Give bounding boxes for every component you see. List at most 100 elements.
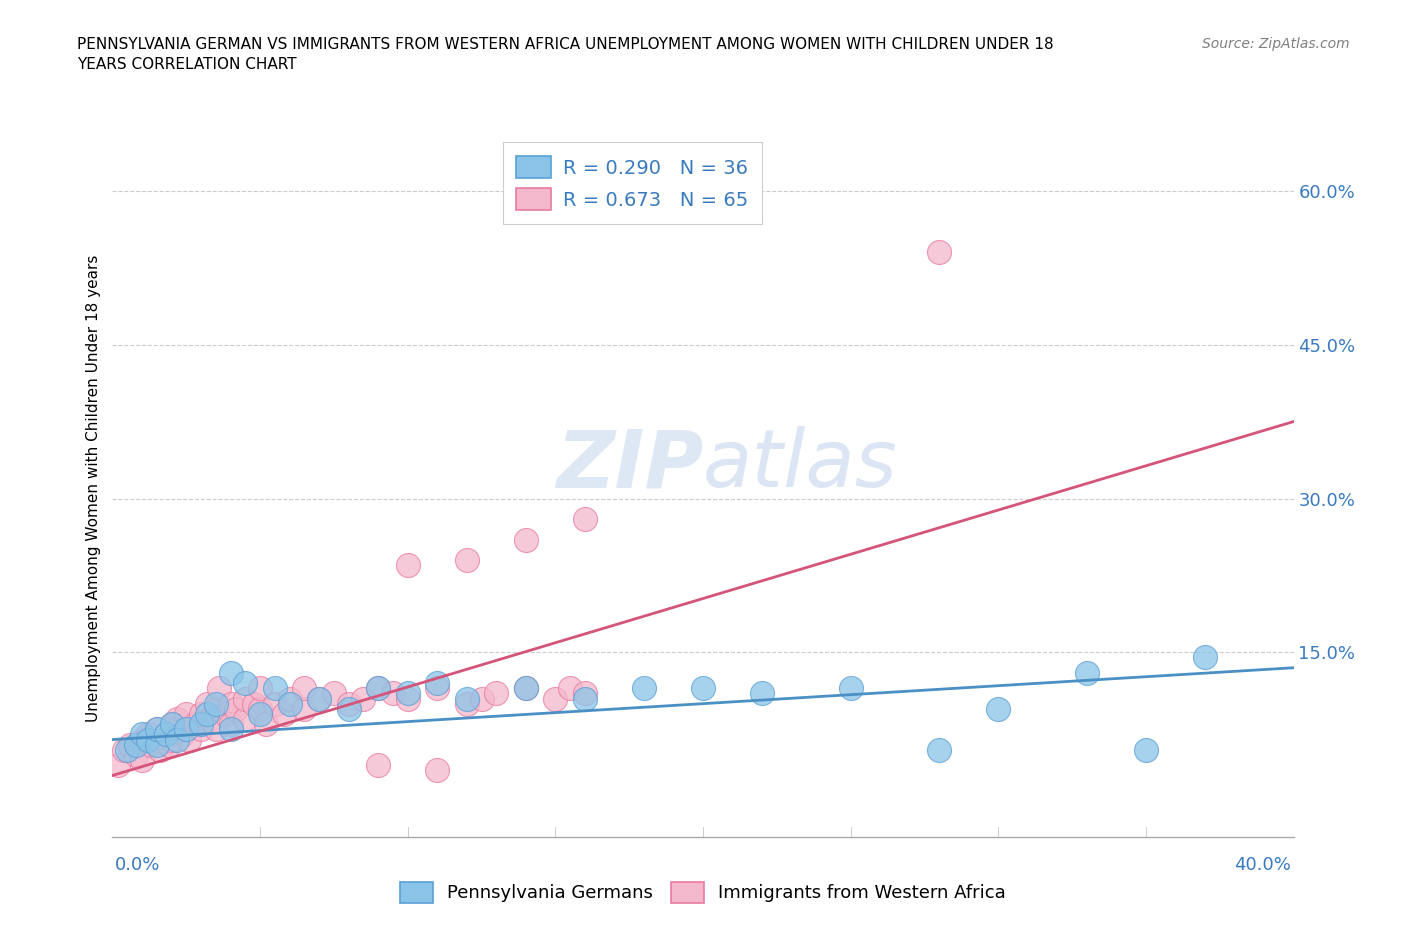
Text: Source: ZipAtlas.com: Source: ZipAtlas.com xyxy=(1202,37,1350,51)
Point xyxy=(146,722,169,737)
Point xyxy=(426,681,449,696)
Point xyxy=(146,732,169,747)
Point xyxy=(456,697,478,711)
Point xyxy=(190,717,212,732)
Point xyxy=(396,691,419,706)
Point xyxy=(205,697,228,711)
Text: PENNSYLVANIA GERMAN VS IMMIGRANTS FROM WESTERN AFRICA UNEMPLOYMENT AMONG WOMEN W: PENNSYLVANIA GERMAN VS IMMIGRANTS FROM W… xyxy=(77,37,1054,72)
Point xyxy=(243,697,266,711)
Point xyxy=(179,732,201,747)
Point xyxy=(928,742,950,757)
Point xyxy=(839,681,862,696)
Point xyxy=(485,686,508,701)
Point xyxy=(139,737,162,752)
Point xyxy=(155,727,177,742)
Point xyxy=(190,707,212,722)
Point xyxy=(249,681,271,696)
Y-axis label: Unemployment Among Women with Children Under 18 years: Unemployment Among Women with Children U… xyxy=(86,255,101,722)
Point xyxy=(172,727,194,742)
Point xyxy=(233,711,256,726)
Point xyxy=(987,701,1010,716)
Text: 40.0%: 40.0% xyxy=(1234,856,1291,873)
Point xyxy=(205,701,228,716)
Point xyxy=(125,748,148,763)
Point xyxy=(160,717,183,732)
Legend: Pennsylvania Germans, Immigrants from Western Africa: Pennsylvania Germans, Immigrants from We… xyxy=(391,872,1015,911)
Point xyxy=(205,722,228,737)
Point xyxy=(544,691,567,706)
Point xyxy=(149,742,172,757)
Point xyxy=(278,691,301,706)
Point xyxy=(219,722,242,737)
Point xyxy=(928,245,950,259)
Point xyxy=(131,732,153,747)
Point xyxy=(198,711,221,726)
Point xyxy=(574,512,596,526)
Point xyxy=(131,727,153,742)
Point xyxy=(292,681,315,696)
Point xyxy=(308,691,330,706)
Point xyxy=(426,676,449,691)
Point xyxy=(249,707,271,722)
Point xyxy=(117,742,138,757)
Point xyxy=(225,701,247,716)
Point xyxy=(273,707,295,722)
Point xyxy=(195,707,218,722)
Point xyxy=(146,722,169,737)
Point xyxy=(292,701,315,716)
Point xyxy=(174,707,197,722)
Point xyxy=(157,737,180,752)
Point xyxy=(396,558,419,573)
Point xyxy=(1076,666,1098,681)
Point xyxy=(146,737,169,752)
Point xyxy=(160,732,183,747)
Point xyxy=(456,691,478,706)
Point xyxy=(574,686,596,701)
Point xyxy=(515,681,537,696)
Text: 0.0%: 0.0% xyxy=(115,856,160,873)
Point xyxy=(692,681,714,696)
Point xyxy=(367,681,389,696)
Text: atlas: atlas xyxy=(703,426,898,504)
Point xyxy=(367,758,389,773)
Point xyxy=(352,691,374,706)
Point xyxy=(278,697,301,711)
Point xyxy=(1135,742,1157,757)
Point xyxy=(120,737,142,752)
Point xyxy=(515,532,537,547)
Point xyxy=(337,697,360,711)
Point xyxy=(184,717,207,732)
Point xyxy=(174,722,197,737)
Point xyxy=(308,691,330,706)
Point xyxy=(219,666,242,681)
Point xyxy=(574,691,596,706)
Point xyxy=(264,697,287,711)
Point xyxy=(131,752,153,767)
Point xyxy=(166,722,188,737)
Point xyxy=(751,686,773,701)
Point xyxy=(214,707,236,722)
Point xyxy=(195,697,218,711)
Point xyxy=(337,701,360,716)
Point xyxy=(633,681,655,696)
Text: ZIP: ZIP xyxy=(555,426,703,504)
Point xyxy=(136,732,159,747)
Point xyxy=(558,681,582,696)
Point xyxy=(107,758,129,773)
Point xyxy=(1194,650,1216,665)
Point xyxy=(254,717,277,732)
Point xyxy=(264,681,287,696)
Point xyxy=(367,681,389,696)
Point xyxy=(249,701,271,716)
Point xyxy=(233,676,256,691)
Point xyxy=(323,686,346,701)
Point xyxy=(456,552,478,567)
Legend: R = 0.290   N = 36, R = 0.673   N = 65: R = 0.290 N = 36, R = 0.673 N = 65 xyxy=(502,142,762,224)
Point xyxy=(160,717,183,732)
Point xyxy=(155,727,177,742)
Point xyxy=(470,691,494,706)
Point xyxy=(382,686,405,701)
Point xyxy=(219,697,242,711)
Point xyxy=(233,691,256,706)
Point xyxy=(219,717,242,732)
